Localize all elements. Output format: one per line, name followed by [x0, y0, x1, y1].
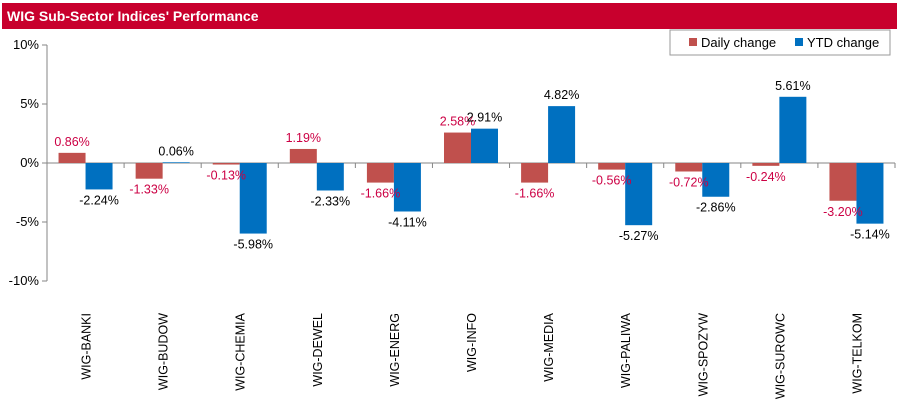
daily-change-bar	[752, 163, 780, 166]
daily-change-bar	[58, 152, 86, 163]
category-label: WIG-INFO	[465, 313, 479, 372]
daily-change-bar	[444, 132, 471, 163]
daily-change-bar	[829, 163, 857, 201]
daily-change-data-label: -3.20%	[823, 205, 863, 219]
category-label: WIG-PALIWA	[619, 312, 633, 388]
legend-swatch-daily-change	[689, 38, 697, 46]
ytd-change-bar	[239, 163, 267, 234]
chart-title: WIG Sub-Sector Indices' Performance	[7, 8, 259, 24]
ytd-change-bar	[162, 162, 190, 163]
ytd-change-bar	[316, 163, 344, 191]
ytd-change-bar	[702, 163, 730, 197]
legend-label-ytd-change: YTD change	[807, 35, 879, 50]
y-tick-label: 0%	[20, 155, 39, 170]
ytd-change-bar	[471, 128, 498, 163]
ytd-change-data-label: 2.91%	[467, 111, 502, 125]
ytd-change-data-label: -2.86%	[696, 201, 736, 215]
ytd-change-data-label: -5.98%	[233, 238, 273, 252]
y-tick-label: -10%	[9, 273, 40, 288]
ytd-change-bar	[856, 163, 884, 224]
ytd-change-data-label: 0.06%	[158, 144, 193, 158]
ytd-change-bar	[548, 106, 576, 163]
ytd-change-data-label: -2.33%	[311, 194, 351, 208]
category-label: WIG-SUROWC	[773, 313, 787, 399]
daily-change-data-label: 0.86%	[54, 135, 89, 149]
daily-change-data-label: -1.66%	[361, 187, 401, 201]
daily-change-data-label: -0.56%	[592, 174, 632, 188]
category-label: WIG-CHEMIA	[234, 312, 248, 390]
ytd-change-data-label: 5.61%	[775, 79, 810, 93]
daily-change-data-label: -0.13%	[206, 169, 246, 183]
ytd-change-data-label: -5.14%	[850, 228, 890, 242]
category-label: WIG-TELKOM	[850, 313, 864, 394]
ytd-change-bar	[393, 163, 421, 212]
daily-change-data-label: -1.33%	[129, 183, 169, 197]
category-label: WIG-SPOZYW	[696, 313, 710, 397]
ytd-change-bar	[779, 96, 807, 163]
daily-change-data-label: -1.66%	[515, 187, 555, 201]
category-label: WIG-BUDOW	[157, 313, 171, 390]
category-label: WIG-BANKI	[80, 313, 94, 380]
daily-change-bar	[366, 163, 394, 183]
category-label: WIG-MEDIA	[542, 312, 556, 381]
category-label: WIG-DEWEL	[311, 313, 325, 387]
y-tick-label: 10%	[13, 37, 39, 52]
daily-change-bar	[521, 163, 549, 183]
legend-swatch-ytd-change	[795, 38, 803, 46]
daily-change-data-label: -0.24%	[746, 170, 786, 184]
ytd-change-data-label: 4.82%	[544, 88, 579, 102]
ytd-change-bar	[625, 163, 653, 226]
daily-change-data-label: 2.58%	[440, 115, 475, 129]
y-tick-label: -5%	[16, 214, 40, 229]
ytd-change-data-label: -4.11%	[388, 215, 427, 229]
legend-box	[669, 29, 891, 56]
ytd-change-bar	[85, 163, 113, 190]
daily-change-bar	[289, 148, 317, 163]
ytd-change-data-label: -2.24%	[79, 193, 119, 207]
daily-change-data-label: 1.19%	[286, 131, 321, 145]
legend-label-daily-change: Daily change	[701, 35, 776, 50]
daily-change-bar	[212, 163, 240, 165]
daily-change-data-label: -0.72%	[669, 175, 709, 189]
ytd-change-data-label: -5.27%	[619, 229, 659, 243]
category-label: WIG-ENERG	[388, 313, 402, 387]
daily-change-bar	[598, 163, 626, 170]
daily-change-bar	[675, 163, 703, 172]
y-tick-label: 5%	[20, 96, 39, 111]
daily-change-bar	[135, 163, 163, 179]
chart-title-bar: WIG Sub-Sector Indices' Performance	[2, 3, 897, 29]
